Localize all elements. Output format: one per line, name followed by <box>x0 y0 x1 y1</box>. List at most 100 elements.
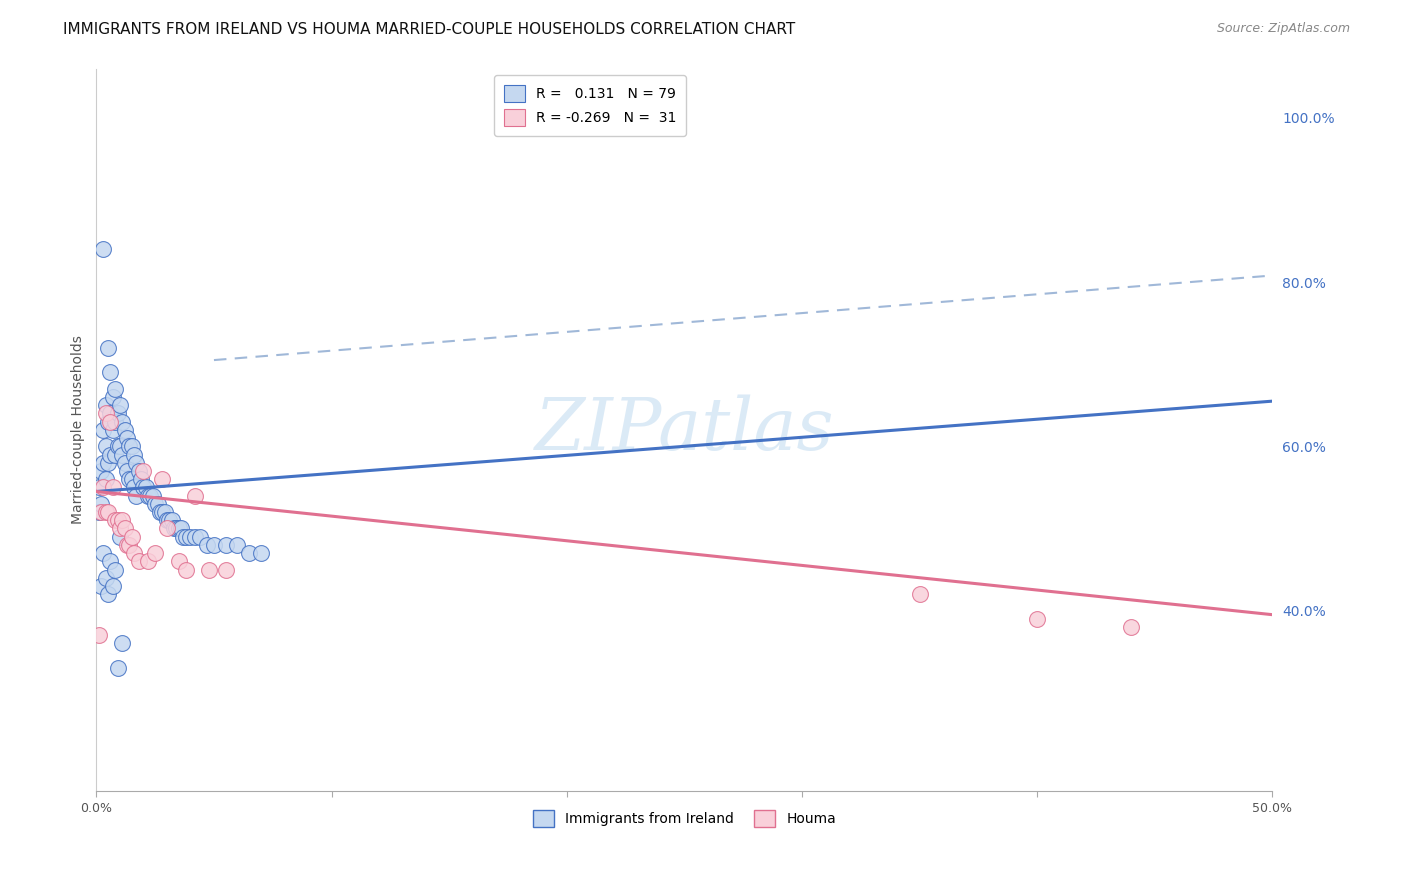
Point <box>156 513 179 527</box>
Point <box>128 554 150 568</box>
Point <box>149 505 172 519</box>
Point <box>97 341 120 355</box>
Point <box>115 464 138 478</box>
Point <box>122 448 145 462</box>
Point <box>114 456 136 470</box>
Point <box>93 456 115 470</box>
Point <box>132 480 155 494</box>
Point <box>107 407 129 421</box>
Point <box>87 628 110 642</box>
Point <box>139 489 162 503</box>
Point <box>111 636 134 650</box>
Point <box>114 423 136 437</box>
Point <box>202 538 225 552</box>
Point <box>97 505 120 519</box>
Point <box>100 415 122 429</box>
Point <box>111 513 134 527</box>
Point <box>226 538 249 552</box>
Point <box>93 546 115 560</box>
Point <box>107 513 129 527</box>
Point <box>167 554 190 568</box>
Point <box>160 513 183 527</box>
Point <box>104 415 127 429</box>
Point <box>143 546 166 560</box>
Text: IMMIGRANTS FROM IRELAND VS HOUMA MARRIED-COUPLE HOUSEHOLDS CORRELATION CHART: IMMIGRANTS FROM IRELAND VS HOUMA MARRIED… <box>63 22 796 37</box>
Point <box>100 448 122 462</box>
Point <box>215 562 238 576</box>
Point <box>143 497 166 511</box>
Point <box>101 423 124 437</box>
Point <box>150 472 173 486</box>
Point <box>94 407 117 421</box>
Point <box>136 489 159 503</box>
Point <box>94 439 117 453</box>
Point <box>250 546 273 560</box>
Point <box>908 587 931 601</box>
Point <box>108 521 131 535</box>
Point <box>122 546 145 560</box>
Point <box>215 538 238 552</box>
Point <box>174 530 197 544</box>
Point <box>97 456 120 470</box>
Point <box>108 439 131 453</box>
Point <box>118 439 141 453</box>
Point <box>198 562 221 576</box>
Point <box>179 530 201 544</box>
Point <box>108 530 131 544</box>
Point <box>90 505 112 519</box>
Point <box>94 398 117 412</box>
Point <box>87 480 110 494</box>
Point <box>104 513 127 527</box>
Point <box>163 521 186 535</box>
Point <box>101 480 124 494</box>
Point <box>100 407 122 421</box>
Point <box>90 464 112 478</box>
Point <box>90 579 112 593</box>
Point <box>100 365 122 379</box>
Point <box>136 554 159 568</box>
Point <box>94 571 117 585</box>
Point <box>111 415 134 429</box>
Point <box>122 480 145 494</box>
Point <box>115 538 138 552</box>
Legend: Immigrants from Ireland, Houma: Immigrants from Ireland, Houma <box>524 801 845 835</box>
Point <box>93 242 115 256</box>
Point <box>115 431 138 445</box>
Point <box>93 423 115 437</box>
Point <box>150 505 173 519</box>
Point <box>94 472 117 486</box>
Point <box>108 398 131 412</box>
Point <box>129 472 152 486</box>
Point <box>167 521 190 535</box>
Point <box>97 415 120 429</box>
Point <box>87 505 110 519</box>
Point <box>101 390 124 404</box>
Point <box>114 521 136 535</box>
Point <box>1121 620 1143 634</box>
Point <box>121 439 143 453</box>
Point <box>165 521 187 535</box>
Point <box>107 661 129 675</box>
Point <box>107 439 129 453</box>
Point <box>101 579 124 593</box>
Point <box>188 530 211 544</box>
Point <box>104 448 127 462</box>
Point <box>132 464 155 478</box>
Point <box>153 505 176 519</box>
Point <box>156 521 179 535</box>
Y-axis label: Married-couple Households: Married-couple Households <box>72 335 86 524</box>
Point <box>184 489 207 503</box>
Point <box>170 521 193 535</box>
Point <box>146 497 169 511</box>
Point <box>121 530 143 544</box>
Point <box>93 480 115 494</box>
Point <box>118 472 141 486</box>
Point <box>90 497 112 511</box>
Text: Source: ZipAtlas.com: Source: ZipAtlas.com <box>1216 22 1350 36</box>
Point <box>238 546 260 560</box>
Point <box>172 530 194 544</box>
Point <box>121 472 143 486</box>
Point <box>100 554 122 568</box>
Point <box>1026 612 1049 626</box>
Point <box>104 562 127 576</box>
